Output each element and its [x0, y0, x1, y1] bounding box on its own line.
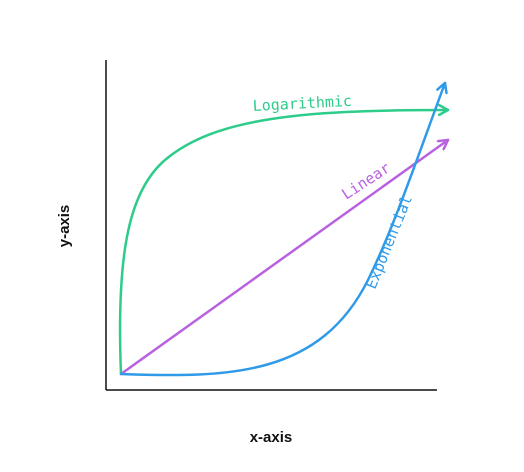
- linear-label: Linear: [338, 159, 393, 204]
- linear-curve: [119, 138, 450, 376]
- exponential-curve: [119, 81, 445, 377]
- exponential-label: Exponential: [362, 193, 416, 292]
- logarithmic-label: Logarithmic: [252, 92, 352, 115]
- logarithmic-curve: [118, 110, 450, 376]
- y-axis-title: y-axis: [56, 205, 73, 248]
- x-axis-title: x-axis: [250, 429, 293, 446]
